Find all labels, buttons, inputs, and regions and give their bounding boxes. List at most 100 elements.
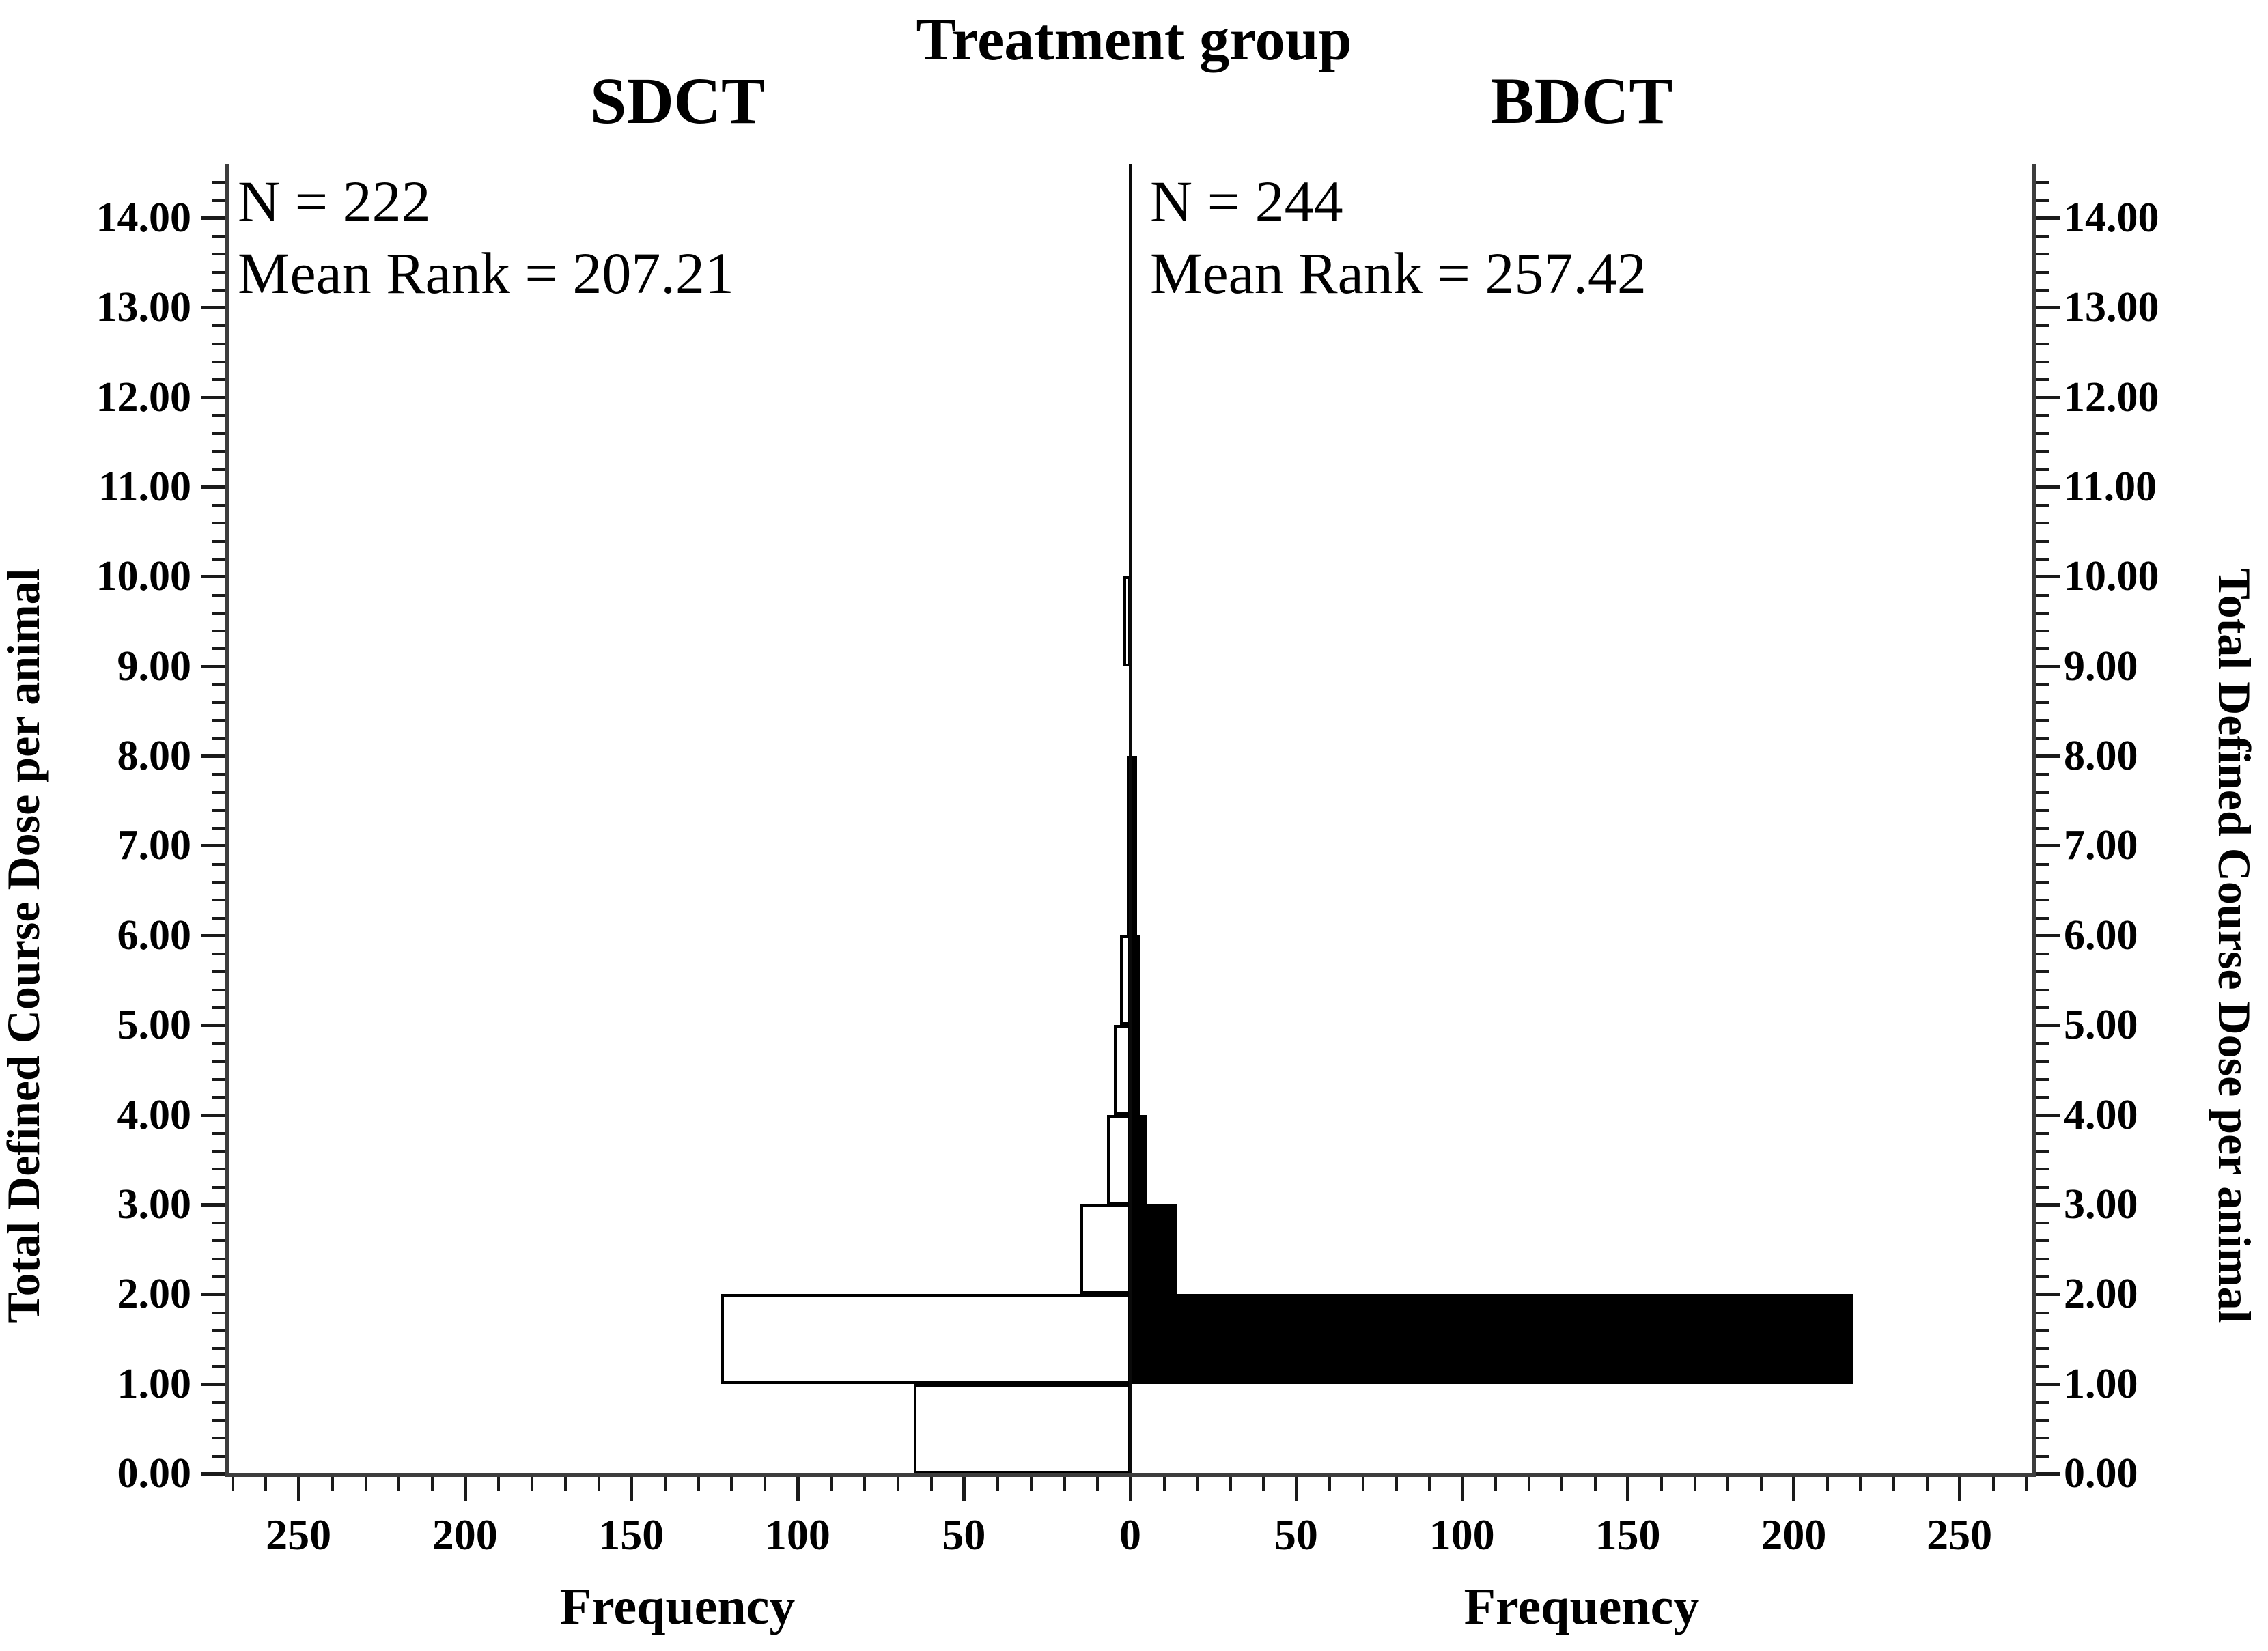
y-axis-left-line	[225, 164, 229, 1477]
y-minor-tick-left	[212, 773, 225, 776]
y-tick-label-right: 12.00	[2064, 373, 2159, 421]
y-minor-tick-right	[2036, 270, 2049, 274]
y-minor-tick-right	[2036, 342, 2049, 345]
y-major-tick-right	[2036, 485, 2060, 489]
bar-sdct-1-2	[720, 1294, 1130, 1384]
y-minor-tick-right	[2036, 1060, 2049, 1063]
x-tick-label: 150	[598, 1510, 664, 1559]
y-minor-tick-right	[2036, 378, 2049, 382]
y-major-tick-left	[201, 575, 225, 579]
x-minor-tick	[531, 1477, 534, 1491]
x-minor-tick	[431, 1477, 434, 1491]
x-minor-tick	[996, 1477, 1000, 1491]
x-tick-label: 50	[942, 1510, 986, 1559]
bar-bdct-7-8	[1130, 756, 1137, 846]
y-major-tick-right	[2036, 1293, 2060, 1297]
y-minor-tick-left	[212, 1150, 225, 1153]
x-minor-tick	[1428, 1477, 1431, 1491]
x-minor-tick	[1560, 1477, 1564, 1491]
y-minor-tick-right	[2036, 737, 2049, 740]
y-major-tick-right	[2036, 1024, 2060, 1028]
x-minor-tick	[2025, 1477, 2028, 1491]
x-minor-tick	[231, 1477, 234, 1491]
y-minor-tick-left	[212, 1168, 225, 1171]
x-major-tick	[1626, 1477, 1630, 1501]
x-minor-tick	[1825, 1477, 1829, 1491]
x-tick-label: 250	[1927, 1510, 1993, 1559]
x-tick-label: 200	[1761, 1510, 1827, 1559]
y-tick-label-left: 9.00	[117, 643, 192, 690]
y-minor-tick-right	[2036, 288, 2049, 292]
y-minor-tick-right	[2036, 701, 2049, 705]
bar-sdct-3-4	[1106, 1114, 1130, 1204]
y-major-tick-left	[201, 1113, 225, 1117]
y-minor-tick-right	[2036, 952, 2049, 956]
y-minor-tick-left	[212, 270, 225, 274]
y-minor-tick-left	[212, 1131, 225, 1135]
y-minor-tick-left	[212, 539, 225, 543]
bar-bdct-3-4	[1130, 1114, 1147, 1204]
x-minor-tick	[1395, 1477, 1398, 1491]
x-minor-tick	[1029, 1477, 1033, 1491]
y-tick-label-right: 1.00	[2064, 1360, 2138, 1407]
y-minor-tick-right	[2036, 683, 2049, 686]
bar-bdct-1-2	[1130, 1294, 1853, 1384]
y-minor-tick-left	[212, 1400, 225, 1404]
y-major-tick-left	[201, 485, 225, 489]
x-major-tick	[1958, 1477, 1962, 1501]
y-axis-right-line	[2032, 164, 2036, 1477]
y-minor-tick-left	[212, 683, 225, 686]
y-minor-tick-right	[2036, 970, 2049, 974]
x-major-tick	[630, 1477, 634, 1501]
y-minor-tick-right	[2036, 1006, 2049, 1009]
y-minor-tick-left	[212, 791, 225, 794]
y-minor-tick-right	[2036, 253, 2049, 256]
x-tick-label: 100	[1429, 1510, 1495, 1559]
y-minor-tick-right	[2036, 791, 2049, 794]
sdct-n-text: N = 222	[238, 169, 431, 234]
y-minor-tick-left	[212, 808, 225, 812]
y-minor-tick-left	[212, 1419, 225, 1422]
y-minor-tick-left	[212, 1077, 225, 1081]
y-major-tick-right	[2036, 1382, 2060, 1386]
y-minor-tick-left	[212, 719, 225, 722]
y-minor-tick-right	[2036, 539, 2049, 543]
y-minor-tick-left	[212, 288, 225, 292]
y-minor-tick-left	[212, 181, 225, 184]
y-minor-tick-left	[212, 522, 225, 525]
chart-title: Treatment group	[916, 7, 1352, 73]
y-major-tick-right	[2036, 1202, 2060, 1206]
y-tick-label-left: 3.00	[117, 1181, 192, 1228]
y-minor-tick-right	[2036, 1347, 2049, 1351]
y-minor-tick-left	[212, 361, 225, 363]
y-minor-tick-right	[2036, 558, 2049, 561]
y-minor-tick-left	[212, 450, 225, 453]
y-minor-tick-right	[2036, 1257, 2049, 1260]
y-major-tick-right	[2036, 306, 2060, 310]
y-major-tick-left	[201, 395, 225, 399]
y-minor-tick-right	[2036, 235, 2049, 238]
y-tick-label-left: 5.00	[117, 1002, 192, 1049]
y-tick-label-left: 1.00	[117, 1360, 192, 1407]
y-minor-tick-left	[212, 432, 225, 436]
y-tick-label-left: 4.00	[117, 1091, 192, 1138]
x-minor-tick	[364, 1477, 367, 1491]
y-tick-label-right: 2.00	[2064, 1271, 2138, 1318]
y-minor-tick-left	[212, 1006, 225, 1009]
y-minor-tick-right	[2036, 1222, 2049, 1225]
x-minor-tick	[897, 1477, 899, 1491]
sdct-mean-rank-text: Mean Rank = 207.21	[238, 240, 734, 306]
y-major-tick-right	[2036, 216, 2060, 220]
y-minor-tick-left	[212, 1365, 225, 1368]
x-major-tick	[1294, 1477, 1298, 1501]
x-tick-label: 200	[432, 1510, 498, 1559]
y-minor-tick-right	[2036, 432, 2049, 436]
y-minor-tick-left	[212, 1060, 225, 1063]
y-minor-tick-left	[212, 1096, 225, 1099]
y-minor-tick-right	[2036, 1437, 2049, 1440]
y-minor-tick-right	[2036, 916, 2049, 920]
y-minor-tick-right	[2036, 1329, 2049, 1332]
x-minor-tick	[1262, 1477, 1265, 1491]
x-axis-title-left: Frequency	[559, 1578, 796, 1635]
y-tick-label-left: 0.00	[117, 1450, 192, 1497]
